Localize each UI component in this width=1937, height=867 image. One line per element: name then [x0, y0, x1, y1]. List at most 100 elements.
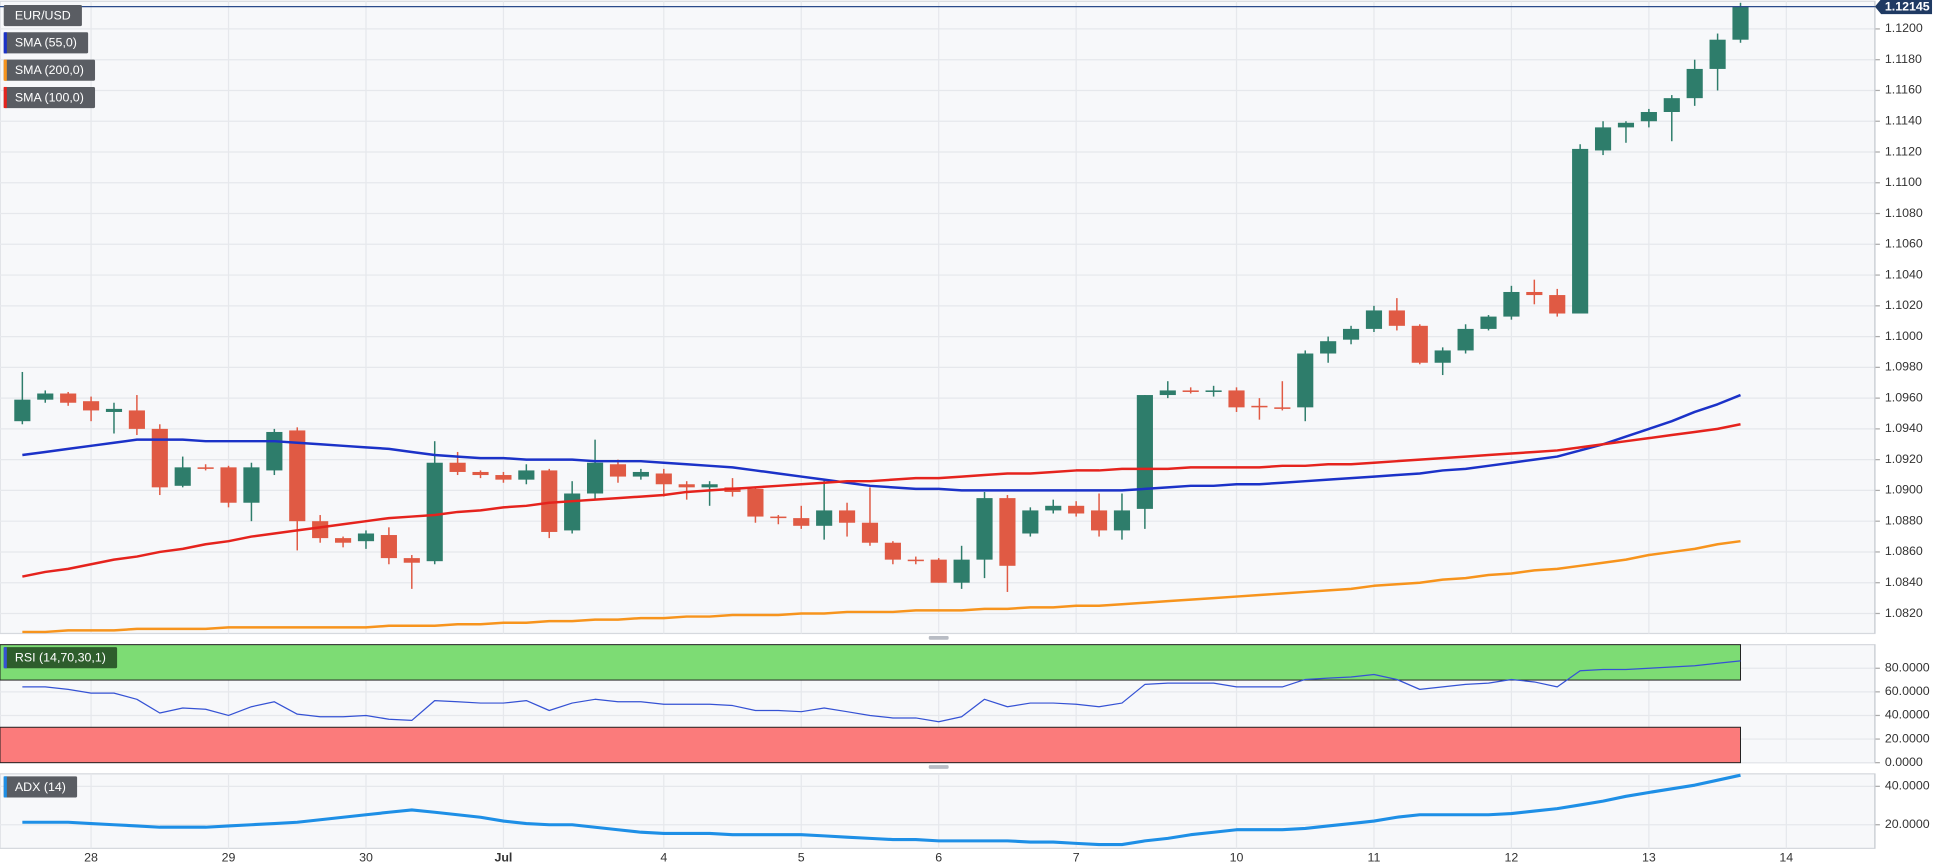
candle-body: [289, 430, 306, 522]
legend-swatch: [3, 86, 7, 109]
legend-label: SMA (100,0): [15, 90, 84, 104]
legend-label: SMA (55,0): [15, 36, 77, 50]
candle-body: [1617, 122, 1635, 128]
y-tick-label: 80.0000: [1885, 661, 1930, 675]
panel-background: [0, 773, 1876, 849]
candle-body: [220, 467, 237, 503]
x-tick-label: 5: [798, 851, 805, 865]
x-tick-label: 6: [935, 851, 942, 865]
legend-swatch: [3, 59, 7, 81]
y-tick-label: 1.1200: [1885, 21, 1923, 35]
candle-body: [243, 467, 260, 503]
series-line: [22, 393, 1741, 492]
candle-body: [1411, 325, 1428, 363]
y-tick-label: 1.1120: [1885, 144, 1922, 158]
legend-box: [3, 4, 82, 27]
legend-item: EUR/USD: [3, 4, 82, 27]
y-tick-label: 0.0000: [1885, 755, 1923, 769]
y-tick-label: 1.0900: [1885, 483, 1923, 497]
candle-body: [838, 510, 856, 523]
panel-background: [0, 0, 1876, 635]
candle-body: [128, 410, 145, 429]
legend-item: ADX (14): [3, 776, 78, 798]
x-tick-label: 11: [1368, 851, 1381, 865]
candle-body: [541, 470, 558, 532]
legend-item: SMA (200,0): [3, 59, 96, 81]
legend-item: SMA (55,0): [3, 32, 89, 54]
candle-body: [1090, 510, 1108, 531]
candle-body: [586, 462, 604, 494]
legend-item: RSI (14,70,30,1): [3, 647, 118, 669]
band: [0, 726, 1742, 764]
y-tick-label: 1.0880: [1885, 513, 1923, 527]
candle-body: [335, 538, 352, 543]
candle-body: [174, 467, 191, 486]
legend-box: [3, 647, 118, 669]
y-tick-label: 20.0000: [1885, 731, 1930, 745]
last-price-label: 1.12145: [1885, 0, 1930, 14]
candle-body: [1251, 405, 1268, 408]
candle-body: [197, 467, 214, 469]
candle-body: [1686, 68, 1703, 99]
x-tick-label: 14: [1779, 851, 1793, 865]
candle-body: [564, 493, 581, 531]
y-tick-label: 1.0980: [1885, 360, 1923, 374]
candle-body: [1159, 390, 1176, 396]
candle-body: [953, 559, 970, 583]
candle-body: [357, 533, 375, 542]
legend-label: SMA (200,0): [15, 63, 84, 77]
candle-body: [793, 518, 810, 526]
legend-box: [3, 59, 96, 81]
candle-body: [655, 473, 672, 485]
y-tick-label: 20.0000: [1885, 817, 1930, 831]
y-tick-label: 1.0920: [1885, 452, 1923, 466]
y-tick-label: 1.1140: [1885, 114, 1922, 128]
y-tick-label: 1.0940: [1885, 421, 1923, 435]
candle-body: [1342, 328, 1360, 340]
x-tick-label: 7: [1073, 851, 1080, 865]
y-tick-label: 1.1180: [1885, 52, 1922, 66]
candle-body: [1572, 148, 1589, 314]
candle-body: [1205, 390, 1222, 392]
y-tick-label: 1.0960: [1885, 390, 1923, 404]
legend-label: EUR/USD: [15, 8, 71, 22]
candle-body: [1640, 111, 1657, 122]
x-tick-label: 29: [222, 851, 236, 865]
panel-resize-handle[interactable]: [928, 765, 949, 769]
candle-body: [105, 408, 123, 412]
candle-body: [151, 428, 168, 488]
legend-label: RSI (14,70,30,1): [15, 651, 106, 665]
candle-body: [609, 464, 627, 477]
legend-swatch: [3, 647, 7, 669]
y-tick-label: 40.0000: [1885, 779, 1930, 793]
y-tick-label: 1.1000: [1885, 329, 1923, 343]
x-tick-label: Jul: [494, 851, 512, 865]
candle-body: [999, 498, 1016, 566]
candle-body: [426, 462, 443, 562]
y-tick-label: 1.1020: [1885, 298, 1923, 312]
candle-body: [60, 393, 77, 403]
candle-body: [861, 522, 879, 543]
candle-body: [930, 559, 947, 583]
legend-label: ADX (14): [15, 780, 66, 794]
y-tick-label: 1.0820: [1885, 606, 1923, 620]
candle-body: [1663, 98, 1680, 112]
x-tick-label: 13: [1642, 851, 1656, 865]
legend-item: SMA (100,0): [3, 86, 96, 109]
candle-body: [1549, 295, 1566, 314]
candle-body: [37, 393, 54, 400]
candle-body: [266, 431, 283, 471]
legend-swatch: [3, 776, 7, 798]
y-tick-label: 1.1080: [1885, 206, 1923, 220]
candle-body: [403, 558, 420, 563]
x-tick-label: 28: [84, 851, 98, 865]
candle-body: [312, 521, 329, 539]
panel-resize-handle[interactable]: [928, 635, 949, 640]
y-tick-label: 40.0000: [1885, 708, 1930, 722]
candle-body: [1480, 316, 1497, 329]
candle-body: [976, 498, 993, 560]
candle-body: [678, 484, 695, 488]
x-tick-label: 10: [1230, 851, 1244, 865]
